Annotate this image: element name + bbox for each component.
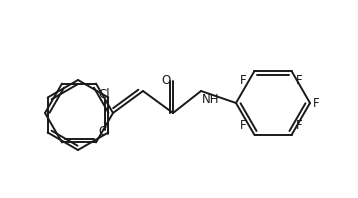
Text: F: F [295,74,302,88]
Text: NH: NH [202,92,219,106]
Text: F: F [295,119,302,131]
Text: Cl: Cl [98,125,110,138]
Text: F: F [313,96,320,109]
Text: O: O [161,73,171,87]
Text: F: F [240,119,247,131]
Text: F: F [240,74,247,88]
Text: Cl: Cl [98,88,110,101]
